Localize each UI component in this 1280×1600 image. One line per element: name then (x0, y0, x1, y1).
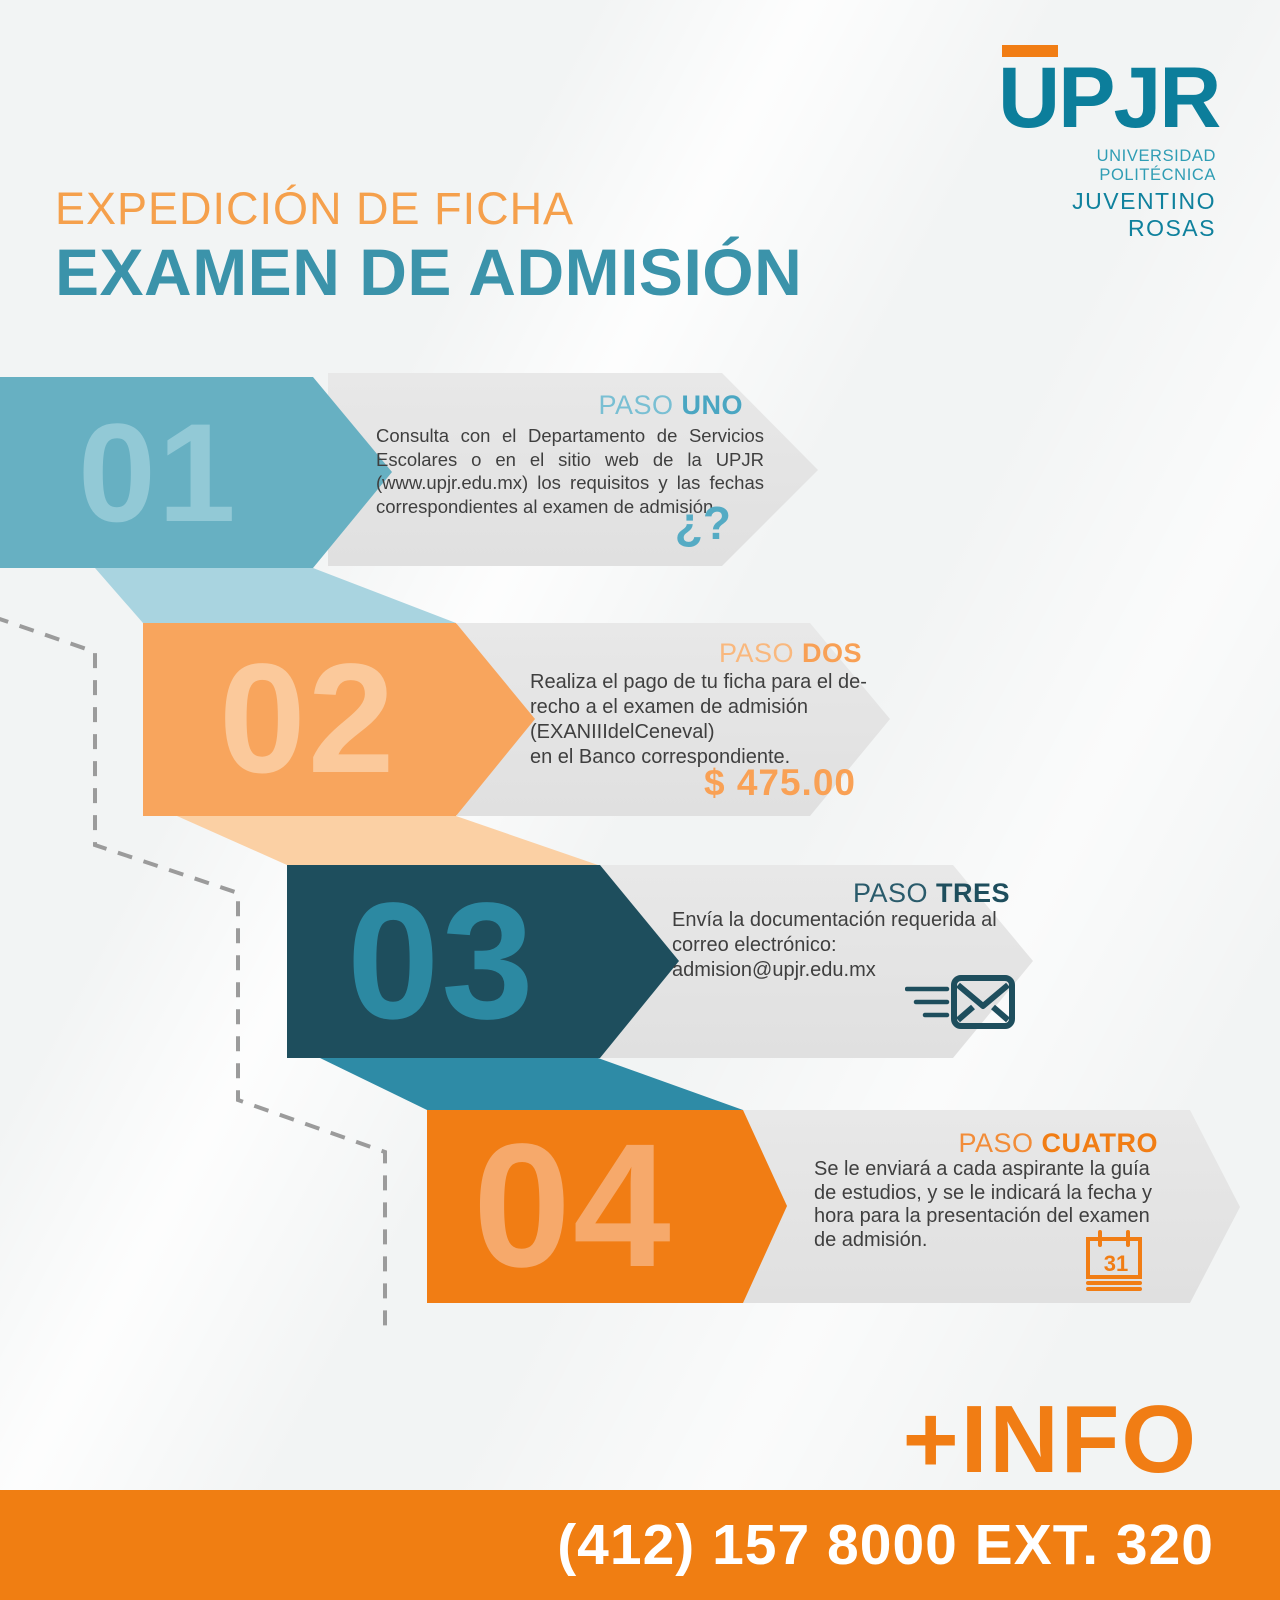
step-3-number: 03 (347, 869, 536, 1054)
step-3-number-block: 03 (287, 865, 679, 1058)
step-1-heading: PASO UNO (598, 390, 743, 420)
step-1-body-text: Consulta con el Departamento de Servicio… (376, 425, 764, 517)
calendar-day-label: 31 (1104, 1251, 1128, 1276)
footer-bar: (412) 157 8000 EXT. 320 (0, 1490, 1280, 1600)
step-2-number-block: 02 (143, 623, 535, 816)
title-main: EXAMEN DE ADMISIÓN (55, 235, 803, 309)
step-2-number: 02 (219, 632, 397, 806)
upjr-logo: UPJR UNIVERSIDAD POLITÉCNICA JUVENTINO R… (998, 45, 1221, 242)
exam-fee-amount: $ 475.00 (703, 762, 856, 803)
more-info-label: +INFO (902, 1386, 1198, 1493)
logo-university-line: UNIVERSIDAD POLITÉCNICA (1096, 147, 1216, 184)
step-1-number-block: 01 (0, 377, 392, 568)
title-kicker: EXPEDICIÓN DE FICHA (55, 183, 575, 234)
step-3-body-text: Envía la documentación requerida al corr… (672, 909, 997, 981)
step-4-body-text: Se le enviará a cada aspirante la guía d… (814, 1158, 1152, 1251)
calendar-icon: 31 (1086, 1230, 1142, 1291)
step-1-number: 01 (78, 394, 238, 551)
step-4-number: 04 (473, 1108, 673, 1304)
question-marks-icon: ¿? (674, 497, 731, 549)
logo-campus-line: JUVENTINO ROSAS (1072, 188, 1216, 241)
step-3-heading: PASO TRES (852, 878, 1010, 908)
step-2-body-text: Realiza el pago de tu ficha para el de- … (530, 671, 867, 768)
envelope-icon (905, 975, 1015, 1029)
page-title: EXPEDICIÓN DE FICHA EXAMEN DE ADMISIÓN (55, 186, 802, 305)
step-1-text-panel (328, 373, 818, 566)
step-4-number-block: 04 (427, 1108, 787, 1304)
step-4-text-panel (743, 1110, 1240, 1303)
contact-phone: (412) 157 8000 EXT. 320 (557, 1513, 1214, 1577)
logo-acronym: UPJR (998, 50, 1221, 146)
step-4-heading: PASO CUATRO (958, 1128, 1158, 1158)
step-2-heading: PASO DOS (718, 638, 862, 668)
logo-accent-bar (1002, 45, 1058, 57)
